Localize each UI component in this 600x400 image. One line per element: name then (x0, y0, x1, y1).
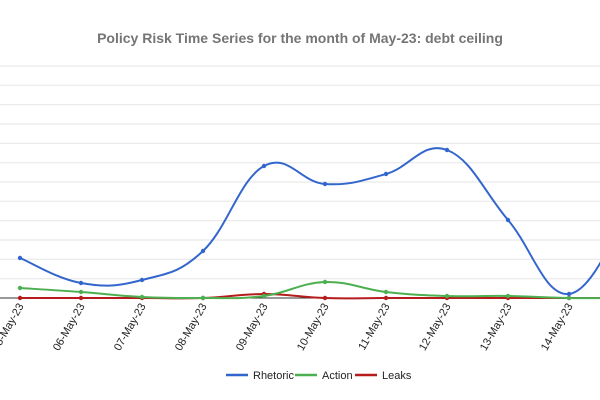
point-action-0 (17, 285, 23, 291)
point-action-8 (505, 293, 511, 299)
point-rhetoric-2 (139, 277, 145, 283)
x-tick-label: 06-May-23 (51, 302, 88, 354)
x-axis-tick-labels: 05-May-23 06-May-23 07-May-23 08-May-23 09-M… (0, 302, 600, 354)
point-leaks-6 (383, 295, 389, 301)
gridlines (0, 65, 600, 299)
point-action-6 (383, 289, 389, 295)
legend-label-rhetoric: Rhetoric (253, 370, 294, 382)
point-action-4 (261, 293, 267, 299)
point-rhetoric-6 (383, 171, 389, 177)
x-tick-label: 13-May-23 (478, 302, 515, 354)
x-tick-label: 10-May-23 (295, 302, 332, 354)
x-tick-label: 08-May-23 (173, 302, 210, 354)
point-rhetoric-7 (444, 147, 450, 153)
x-tick-label: 11-May-23 (356, 302, 392, 353)
point-action-3 (200, 295, 206, 301)
point-rhetoric-5 (322, 181, 328, 187)
point-rhetoric-9 (566, 291, 572, 297)
legend-label-leaks: Leaks (382, 370, 412, 382)
chart-title: Policy Risk Time Series for the month of… (97, 30, 503, 46)
point-rhetoric-1 (78, 280, 84, 286)
point-action-2 (139, 294, 145, 300)
point-action-9 (566, 295, 572, 301)
point-leaks-1 (78, 295, 84, 301)
point-leaks-5 (322, 295, 328, 301)
x-tick-label: 12-May-23 (417, 302, 454, 354)
point-rhetoric-0 (17, 255, 23, 261)
legend-label-action: Action (322, 370, 353, 382)
point-rhetoric-8 (505, 217, 511, 223)
x-tick-label: 05-May-23 (0, 302, 27, 354)
x-tick-label: 09-May-23 (234, 302, 271, 354)
point-action-7 (444, 293, 450, 299)
series-layer (17, 147, 600, 301)
point-action-1 (78, 289, 84, 295)
point-leaks-0 (17, 295, 23, 301)
x-tick-label: 14-May-23 (539, 302, 576, 354)
legend: Rhetoric Action Leaks (226, 370, 412, 382)
point-rhetoric-4 (261, 163, 267, 169)
point-action-5 (322, 279, 328, 285)
point-rhetoric-3 (200, 248, 206, 254)
x-tick-label: 07-May-23 (112, 302, 149, 354)
series-line-action (19, 280, 600, 300)
